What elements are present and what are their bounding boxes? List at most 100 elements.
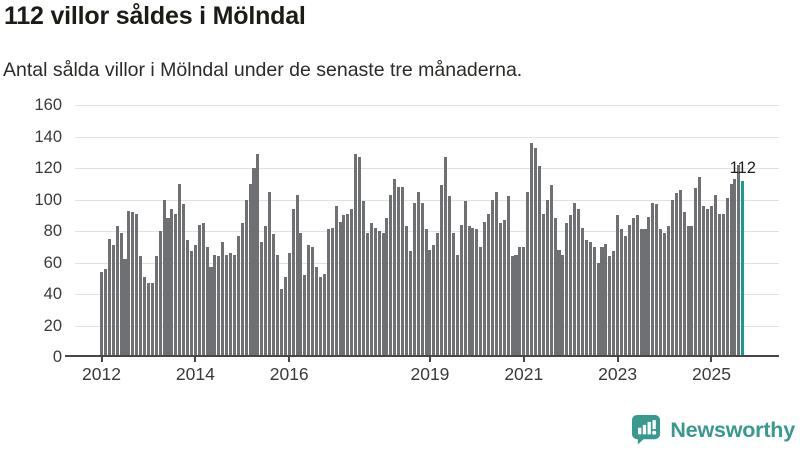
y-tick-label: 20 xyxy=(43,316,62,335)
bar xyxy=(471,227,475,355)
x-tick-mark xyxy=(194,357,197,362)
bar xyxy=(404,226,409,355)
bar xyxy=(584,240,588,355)
bar xyxy=(549,185,553,355)
bar xyxy=(420,202,424,355)
bar xyxy=(561,254,565,355)
bar xyxy=(428,249,432,355)
x-tick-mark xyxy=(288,357,291,362)
bar xyxy=(565,223,569,355)
bar xyxy=(436,232,440,355)
highlight-value-label: 112 xyxy=(729,158,756,177)
bar xyxy=(557,249,561,355)
bar xyxy=(111,245,115,355)
newsworthy-logo: Newsworthy xyxy=(631,414,795,446)
newsworthy-icon xyxy=(632,414,661,445)
bar xyxy=(100,271,104,355)
bar xyxy=(260,242,264,355)
x-tick-label: 2023 xyxy=(598,364,638,384)
bar xyxy=(459,224,463,355)
gridline xyxy=(75,199,779,201)
bar xyxy=(150,282,154,355)
bar xyxy=(440,185,444,355)
bar xyxy=(322,273,326,355)
bar xyxy=(283,276,287,355)
bar xyxy=(553,218,557,355)
bar xyxy=(358,156,362,355)
bar xyxy=(213,254,217,355)
bar xyxy=(162,199,166,355)
bar xyxy=(401,186,405,355)
bar xyxy=(475,229,479,355)
bar xyxy=(530,142,534,355)
bar xyxy=(154,256,158,355)
bar xyxy=(600,246,604,355)
bar xyxy=(252,168,256,355)
bar xyxy=(381,232,385,355)
bar xyxy=(279,289,283,355)
bar xyxy=(244,199,248,355)
bar xyxy=(365,232,369,355)
bar xyxy=(604,243,608,355)
bar xyxy=(408,251,412,355)
bar xyxy=(146,282,150,355)
x-tick-label: 2012 xyxy=(82,364,121,384)
bar xyxy=(354,153,358,355)
plot-area xyxy=(75,105,779,357)
bar xyxy=(369,223,373,355)
bar xyxy=(361,201,366,355)
bar xyxy=(139,256,143,355)
y-tick-label: 40 xyxy=(43,285,62,303)
bar xyxy=(522,246,526,355)
highlighted-bar xyxy=(741,180,745,355)
bar xyxy=(635,215,639,355)
bar xyxy=(264,226,268,355)
bar xyxy=(127,210,131,355)
gridline xyxy=(75,105,779,106)
bar xyxy=(483,221,487,355)
bar xyxy=(537,166,541,355)
gridline xyxy=(75,136,779,138)
bar xyxy=(494,191,498,355)
x-tick-label: 2014 xyxy=(175,364,215,384)
y-tick-label: 80 xyxy=(43,222,62,240)
bar xyxy=(248,183,252,355)
bar xyxy=(706,208,710,355)
bar xyxy=(444,156,448,355)
bar xyxy=(189,251,193,355)
chart-title: 112 villor såldes i Mölndal xyxy=(4,2,306,30)
bar xyxy=(193,245,197,355)
bar xyxy=(663,232,667,355)
bar xyxy=(455,254,459,355)
bar xyxy=(373,227,377,355)
bar xyxy=(143,276,147,355)
bar xyxy=(182,204,186,355)
bar xyxy=(135,213,139,355)
y-tick-label: 100 xyxy=(34,190,62,209)
bar xyxy=(666,226,670,355)
bar xyxy=(682,212,686,355)
bar xyxy=(346,213,350,355)
bar xyxy=(201,223,205,355)
bar xyxy=(670,199,674,355)
bar xyxy=(467,226,471,355)
bar xyxy=(717,213,721,355)
y-tick-label: 140 xyxy=(34,127,62,146)
bar xyxy=(334,205,338,355)
bar xyxy=(123,259,127,355)
bar xyxy=(377,231,381,355)
bar xyxy=(580,227,584,355)
y-tick-label: 0 xyxy=(52,348,62,366)
bar xyxy=(506,196,510,355)
bar xyxy=(342,215,346,355)
bar xyxy=(518,246,522,355)
bar xyxy=(694,188,698,355)
bar xyxy=(272,234,276,355)
x-tick-label: 2025 xyxy=(692,364,731,384)
bar xyxy=(655,204,659,355)
bar xyxy=(678,190,682,355)
bar xyxy=(205,246,209,355)
bar xyxy=(698,177,702,355)
x-tick-mark xyxy=(616,357,619,362)
bar xyxy=(170,208,174,355)
